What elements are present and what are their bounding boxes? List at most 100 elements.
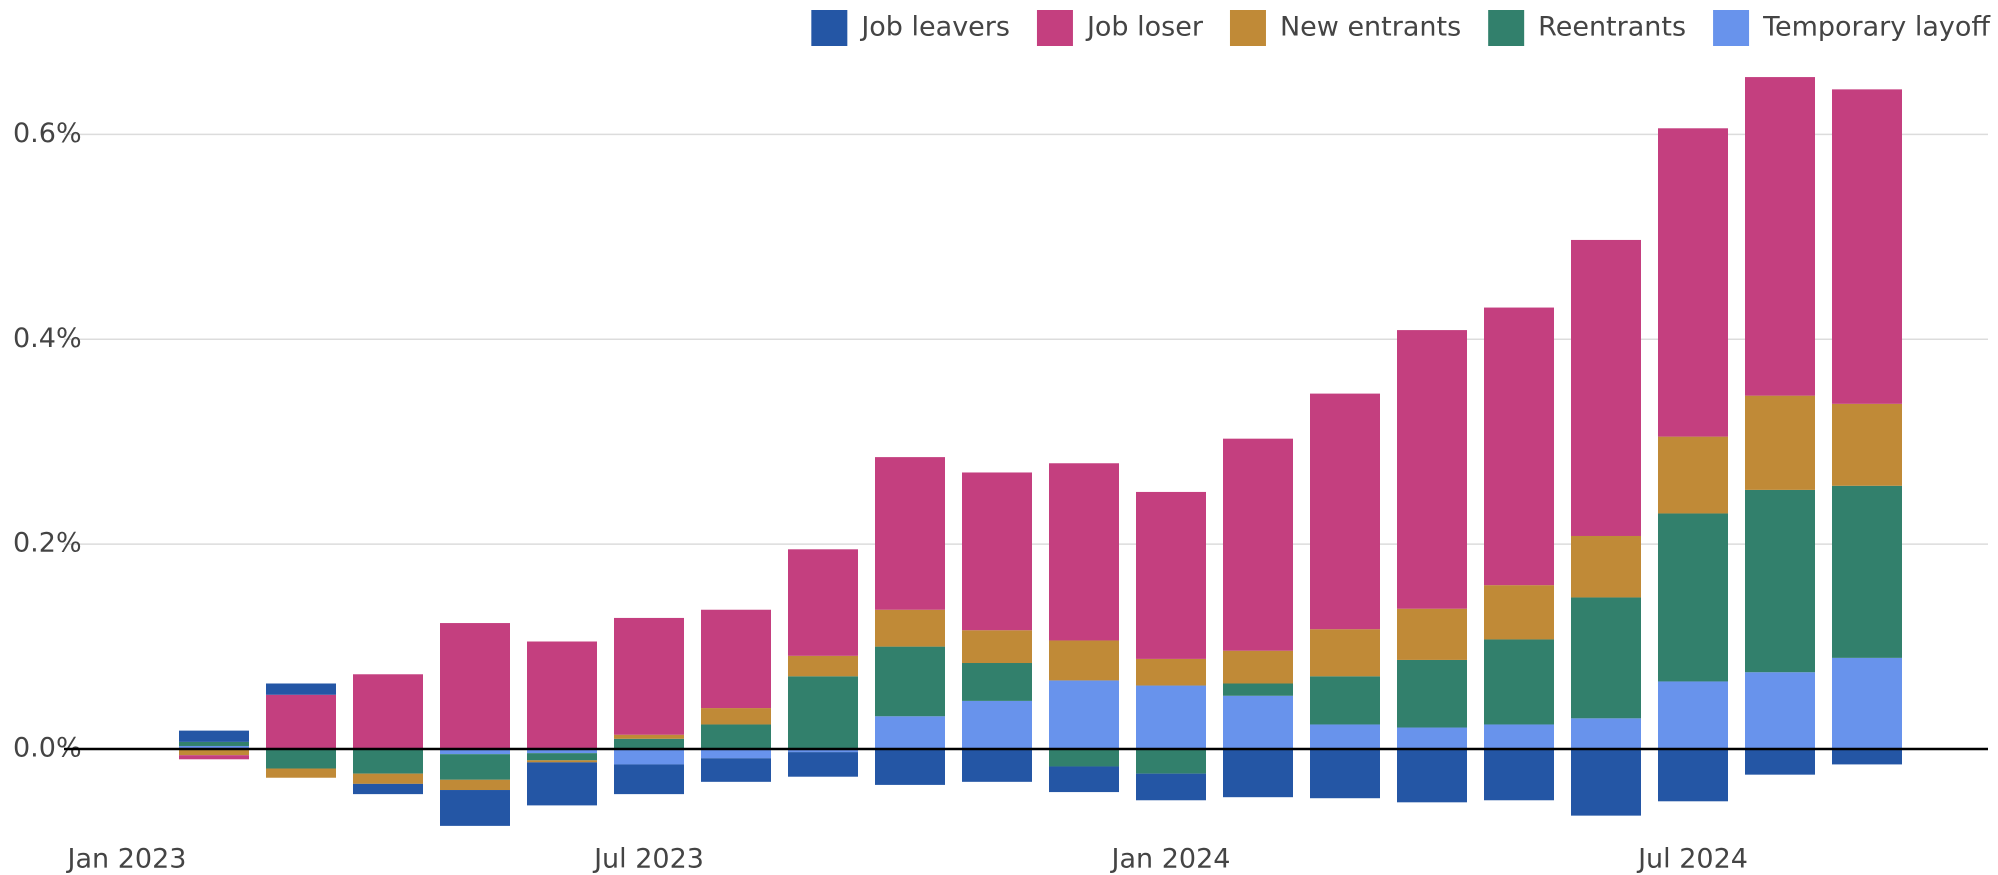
bar-segment (1049, 766, 1119, 793)
bar-segment (614, 738, 684, 750)
bar-segment (440, 749, 510, 755)
bar-segment (1136, 773, 1206, 801)
bar-segment (1310, 749, 1380, 799)
y-tick-label: 0.4% (13, 323, 82, 354)
bar-segment (1484, 724, 1554, 750)
bar-segment (788, 749, 858, 753)
legend-label: Temporary layoff (1762, 12, 1991, 43)
legend-label: Reentrants (1538, 12, 1686, 43)
bar-segment (1658, 513, 1728, 682)
bar-segment (1310, 724, 1380, 750)
bar-segment (1049, 463, 1119, 641)
bar-segment (1745, 77, 1815, 396)
y-tick-label: 0.6% (13, 118, 82, 149)
bar-segment (1658, 128, 1728, 437)
bar-segment (962, 472, 1032, 631)
bar-segment (440, 790, 510, 826)
bar-segment (1223, 749, 1293, 798)
bar-segment (1397, 749, 1467, 803)
bar-segment (1745, 672, 1815, 750)
bar-segment (179, 730, 249, 742)
bar-segment (266, 683, 336, 695)
x-tick-label: Jul 2023 (592, 844, 704, 875)
bar-segment (1049, 640, 1119, 681)
bar-segment (962, 630, 1032, 664)
bar-segment (1658, 749, 1728, 802)
bar-segment (875, 646, 945, 717)
bar-segment (440, 623, 510, 750)
bar-segment (1745, 395, 1815, 490)
bar-segment (1571, 718, 1641, 750)
bar-segment (788, 549, 858, 656)
bar-segment (1397, 659, 1467, 728)
bar-segment (1832, 403, 1902, 486)
bar-segment (1136, 658, 1206, 686)
bar-segment (527, 749, 597, 754)
bar-segment (701, 609, 771, 709)
bar-segment (1745, 489, 1815, 673)
x-tick-label: Jan 2023 (66, 844, 187, 875)
bar-segment (1136, 749, 1206, 774)
x-tick-label: Jul 2024 (1636, 844, 1748, 875)
bar-segment (614, 617, 684, 735)
bar-segment (1397, 608, 1467, 660)
bar-segment (1832, 485, 1902, 658)
bar-segment (1484, 749, 1554, 801)
bar-segment (179, 755, 249, 760)
bar-segment (1571, 535, 1641, 598)
bar-segment (701, 749, 771, 759)
bar-segment (1658, 436, 1728, 514)
legend-label: Job loser (1085, 12, 1204, 43)
x-tick-label: Jan 2024 (1110, 844, 1231, 875)
bar-segment (1223, 695, 1293, 750)
legend-swatch (1488, 10, 1525, 46)
bar-segment (1484, 639, 1554, 725)
bar-segment (1484, 307, 1554, 586)
bar-segment (614, 749, 684, 765)
bar-segment (875, 457, 945, 610)
bar-segment (1223, 650, 1293, 684)
bar-segment (353, 773, 423, 784)
bar-segment (1832, 749, 1902, 765)
legend-swatch (811, 10, 848, 46)
bar-segment (875, 749, 945, 785)
bar-segment (701, 758, 771, 782)
legend-label: Job leavers (859, 12, 1010, 43)
bar-segment (179, 749, 249, 756)
bar-segment (266, 694, 336, 750)
bar-segment (1310, 629, 1380, 677)
bar-segment (1832, 657, 1902, 750)
bar-segment (527, 762, 597, 806)
bar-segment (1745, 749, 1815, 775)
bar-segment (1136, 685, 1206, 750)
bar-segment (1310, 676, 1380, 725)
bar-segment (788, 655, 858, 677)
bar-segment (266, 749, 336, 769)
bar-segment (1832, 89, 1902, 404)
bar-segment (179, 741, 249, 746)
bar-segment (614, 734, 684, 739)
bar-segment (1571, 597, 1641, 719)
bar-segment (962, 700, 1032, 750)
bar-segment (527, 760, 597, 763)
bar-segment (266, 768, 336, 778)
bar-segment (962, 749, 1032, 782)
bar-segment (179, 745, 249, 750)
bar-segment (1484, 585, 1554, 640)
bar-segment (875, 609, 945, 647)
bar-segment (962, 663, 1032, 701)
bar-segment (1658, 681, 1728, 750)
bar-segment (353, 783, 423, 795)
bar-segment (1571, 749, 1641, 816)
bar-segment (1310, 393, 1380, 630)
bar-segment (701, 724, 771, 750)
bar-segment (1397, 330, 1467, 609)
bar-segment (875, 716, 945, 750)
bar-segment (788, 676, 858, 750)
bar-segment (614, 764, 684, 795)
legend-swatch (1229, 10, 1266, 46)
legend-swatch (1036, 10, 1073, 46)
bar-segment (1571, 239, 1641, 536)
bar-segment (1223, 683, 1293, 696)
